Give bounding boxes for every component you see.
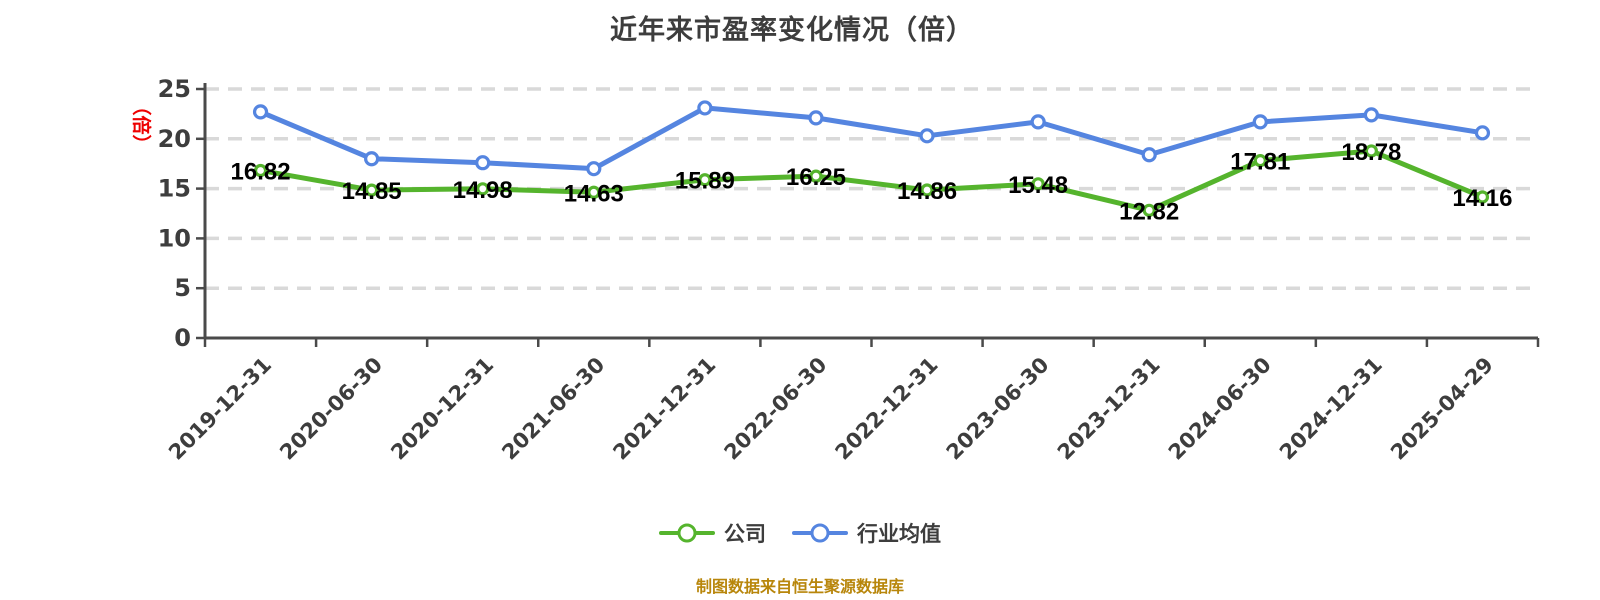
x-tick-label: 2022-06-30: [720, 353, 832, 465]
data-point[interactable]: [919, 128, 935, 144]
data-point[interactable]: [252, 104, 269, 120]
legend-item-industry-average[interactable]: 行业均值: [792, 518, 941, 548]
data-label: 15.48: [1008, 172, 1068, 199]
series-line: [258, 105, 1485, 172]
x-tick-label: 2024-06-30: [1164, 353, 1276, 465]
data-point[interactable]: [1141, 147, 1157, 163]
data-point[interactable]: [809, 169, 823, 183]
x-tick-label: 2021-06-30: [497, 353, 609, 465]
y-tick-label: 5: [174, 274, 191, 302]
x-tick-label: 2024-12-31: [1275, 353, 1387, 465]
data-point[interactable]: [1142, 203, 1156, 217]
data-label: 14.63: [564, 180, 624, 207]
data-point[interactable]: [697, 100, 713, 116]
x-tick-label: 2022-12-31: [831, 353, 943, 465]
data-point[interactable]: [587, 185, 601, 199]
y-tick-label: 15: [158, 175, 191, 203]
data-point[interactable]: [1363, 107, 1379, 123]
x-tick-label: 2020-06-30: [275, 353, 387, 465]
data-point[interactable]: [1253, 154, 1267, 168]
series-line: [258, 148, 1485, 213]
data-point[interactable]: [808, 110, 824, 126]
legend-item-company[interactable]: 公司: [659, 518, 766, 548]
x-tick-label: 2025-04-29: [1386, 353, 1498, 465]
data-point[interactable]: [475, 155, 491, 171]
data-label: 18.78: [1341, 139, 1401, 166]
data-source-note: 制图数据来自恒生聚源数据库: [695, 579, 904, 596]
data-label: 14.16: [1452, 185, 1512, 212]
x-tick-label: 2023-06-30: [942, 353, 1054, 465]
data-label: 16.25: [786, 164, 846, 191]
data-point[interactable]: [1474, 125, 1491, 141]
data-label: 14.98: [453, 177, 513, 204]
data-point[interactable]: [1030, 114, 1046, 130]
industry-line-marker-icon: [792, 522, 848, 544]
y-tick-label: 0: [174, 324, 191, 352]
y-tick-label: 25: [158, 75, 191, 103]
data-point[interactable]: [476, 182, 490, 196]
data-label: 16.82: [231, 158, 291, 185]
x-tick-label: 2019-12-31: [164, 353, 276, 465]
data-label: 12.82: [1119, 198, 1179, 225]
data-label: 15.89: [675, 168, 735, 195]
data-point[interactable]: [365, 183, 379, 197]
data-point[interactable]: [1031, 177, 1045, 191]
data-point[interactable]: [1475, 190, 1490, 204]
data-point[interactable]: [920, 183, 934, 197]
y-tick-label: 20: [158, 125, 191, 153]
legend: 公司 行业均值: [659, 518, 941, 548]
data-point[interactable]: [586, 161, 602, 177]
y-tick-label: 10: [158, 224, 191, 252]
x-tick-label: 2023-12-31: [1053, 353, 1165, 465]
data-point[interactable]: [1252, 114, 1268, 130]
x-tick-label: 2021-12-31: [608, 353, 720, 465]
data-label: 14.86: [897, 178, 957, 205]
data-point[interactable]: [1364, 144, 1378, 158]
company-line-marker-icon: [659, 522, 715, 544]
data-label: 17.81: [1230, 149, 1290, 176]
page-title: 近年来市盈率变化情况（倍）: [610, 15, 974, 45]
data-point[interactable]: [698, 173, 712, 187]
data-point[interactable]: [364, 151, 380, 167]
x-tick-label: 2020-12-31: [386, 353, 498, 465]
legend-label: 公司: [724, 523, 766, 546]
data-point[interactable]: [253, 163, 268, 178]
legend-label: 行业均值: [857, 523, 941, 546]
data-label: 14.85: [342, 178, 402, 205]
